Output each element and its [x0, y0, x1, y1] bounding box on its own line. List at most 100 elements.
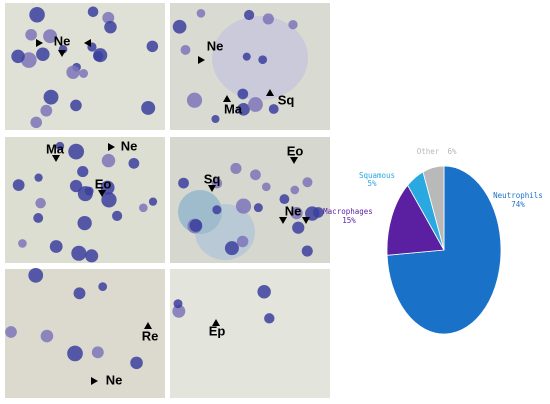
arrowhead [144, 322, 152, 329]
cell [302, 177, 313, 188]
cell [104, 20, 117, 34]
cell-label: Ma [224, 101, 243, 116]
cell-label: Ma [46, 141, 65, 156]
cell [236, 235, 249, 248]
cell-label: Ne [54, 33, 71, 48]
cell [248, 97, 263, 112]
arrowhead [36, 39, 43, 47]
arrowhead [98, 190, 106, 197]
cell [35, 197, 46, 209]
arrowhead [266, 89, 274, 96]
cell [71, 245, 87, 261]
cell [212, 205, 222, 215]
cell [172, 19, 187, 34]
cell [230, 162, 242, 175]
pie-slice [386, 184, 445, 256]
micrograph [5, 267, 165, 398]
micrograph [170, 269, 330, 398]
cell [268, 104, 279, 114]
slice-value: 74% [511, 200, 525, 209]
micrograph [5, 3, 165, 130]
cell [77, 186, 93, 202]
cell [196, 8, 206, 18]
cell [148, 197, 158, 206]
micrograph [170, 3, 330, 130]
slice-value: 5% [367, 179, 377, 188]
micrograph [5, 137, 165, 263]
cell [79, 69, 89, 78]
cell [141, 100, 156, 115]
cell [29, 7, 45, 23]
arrowhead [91, 377, 98, 385]
cell [69, 179, 83, 193]
cell-label: Ep [209, 323, 226, 338]
arrowhead [290, 157, 298, 164]
pie-slice [422, 165, 445, 251]
cell [128, 157, 140, 169]
cell [112, 210, 123, 221]
cell [67, 345, 83, 362]
micrograph [170, 137, 330, 263]
micrograph-bg [5, 269, 165, 398]
cell [237, 88, 249, 100]
arrowhead [84, 39, 91, 47]
cell [237, 102, 250, 116]
cell [290, 185, 300, 195]
cell-label: Ne [207, 38, 224, 53]
cell [257, 285, 271, 299]
cell-label: Sq [204, 171, 221, 186]
cell [178, 177, 189, 189]
cell-label: Ne [106, 372, 123, 387]
slice-label: Squamous [359, 171, 395, 180]
cell [40, 104, 53, 117]
cell [262, 13, 274, 25]
cell-label: Eo [287, 143, 304, 158]
cell [130, 356, 143, 370]
arrowhead [212, 319, 220, 326]
cell [36, 47, 50, 62]
cell [73, 287, 86, 300]
cell [224, 241, 239, 256]
slice-label: Other [417, 147, 440, 156]
cell [91, 346, 104, 359]
cell [34, 173, 43, 182]
arrowhead [198, 56, 205, 64]
cell-label: Sq [278, 92, 295, 107]
cell [70, 99, 82, 112]
cell [43, 89, 59, 105]
cell [250, 169, 261, 181]
cell [186, 92, 203, 108]
cell [66, 65, 80, 79]
cell [172, 304, 186, 318]
cell [30, 116, 42, 129]
slice-label: Macrophages [323, 207, 373, 216]
cell [253, 203, 263, 213]
cell [49, 240, 63, 253]
arrowhead [302, 217, 310, 224]
cell [180, 44, 191, 55]
cell [102, 11, 115, 24]
cell [12, 179, 25, 191]
cell [242, 52, 251, 61]
cell [93, 48, 108, 63]
cell [11, 49, 25, 64]
cell [138, 203, 148, 213]
arrowhead [279, 217, 287, 224]
cell [290, 206, 303, 220]
cell [85, 249, 99, 263]
arrowhead [208, 185, 216, 192]
arrowhead [223, 95, 231, 102]
cell [261, 182, 271, 192]
cell [55, 141, 65, 151]
cell [146, 40, 159, 53]
cell [68, 143, 85, 160]
cell [243, 9, 255, 21]
arrowhead [58, 50, 66, 57]
slice-label: Neutrophils [493, 191, 543, 200]
cell [77, 215, 92, 231]
cell [258, 55, 268, 65]
cell [235, 198, 252, 214]
cell [288, 20, 298, 30]
cell [98, 282, 108, 291]
cell-label: Ne [121, 138, 138, 153]
